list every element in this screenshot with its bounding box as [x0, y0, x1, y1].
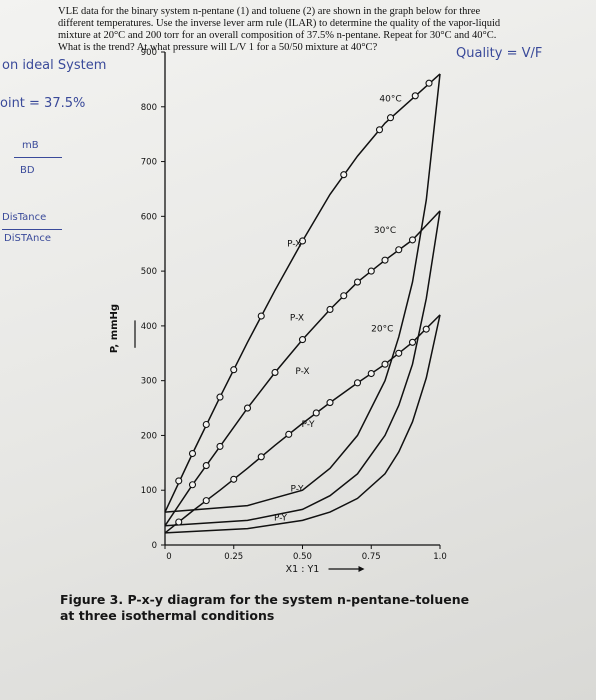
- data-point-series-0: [202, 420, 210, 429]
- y-tick-label: 100: [141, 486, 157, 496]
- curve-annotation: 40°C: [379, 94, 401, 104]
- curve-annotation: P-X: [287, 239, 301, 249]
- data-point-series-0: [175, 477, 183, 485]
- data-point-series-2: [353, 379, 362, 387]
- data-point-series-2: [312, 409, 320, 417]
- y-tick-label: 600: [141, 212, 157, 222]
- handwriting-distance-1: DisTance: [2, 212, 47, 223]
- curve-annotation: P-Y: [302, 420, 315, 430]
- x-tick-label: 1.0: [433, 552, 447, 562]
- problem-line-3: mixture at 20°C and 200 torr for an over…: [58, 30, 497, 41]
- vapor-curve-series-2: [164, 314, 441, 534]
- handwriting-distance-2: DiSTAnce: [4, 233, 51, 244]
- curve-annotation: P-X: [295, 367, 309, 377]
- data-point-series-0: [425, 79, 433, 87]
- data-point-series-1: [408, 236, 417, 244]
- data-point-series-0: [375, 126, 384, 134]
- data-point-series-1: [298, 336, 307, 344]
- x-tick-label: 0.25: [224, 552, 243, 562]
- vapor-curve-series-1: [164, 210, 441, 527]
- x-axis-label: X1 : Y1: [286, 564, 320, 575]
- data-point-series-2: [422, 325, 430, 333]
- data-point-series-2: [408, 338, 417, 346]
- figure-caption: Figure 3. P-x-y diagram for the system n…: [60, 592, 560, 624]
- data-point-series-2: [381, 360, 389, 368]
- problem-line-2: different temperatures. Use the inverse …: [58, 18, 501, 29]
- data-point-series-0: [386, 114, 395, 122]
- handwriting-point: oint = 37.5%: [0, 96, 86, 111]
- data-point-series-2: [257, 453, 265, 461]
- handwriting-fraction-bar-2: [2, 229, 62, 230]
- problem-statement: VLE data for the binary system n-pentane…: [58, 6, 528, 54]
- handwriting-ratio-bottom: BD: [20, 165, 35, 176]
- data-point-series-1: [188, 481, 197, 489]
- data-point-series-2: [175, 518, 183, 526]
- data-point-series-1: [202, 462, 210, 470]
- handwriting-fraction-bar: [14, 157, 62, 158]
- data-point-series-1: [395, 246, 403, 254]
- data-point-series-0: [411, 92, 419, 100]
- curve-annotation: 20°C: [371, 324, 393, 334]
- y-tick-label: 400: [141, 322, 157, 332]
- x-tick-label: 0.50: [293, 552, 312, 562]
- data-point-series-2: [395, 349, 403, 357]
- y-tick-label: 500: [141, 267, 157, 277]
- data-point-series-0: [188, 449, 197, 458]
- x-tick-label: 0.75: [362, 552, 381, 562]
- y-tick-label: 0: [152, 541, 157, 551]
- data-point-series-0: [340, 171, 348, 179]
- liquid-curve-series-0: [164, 73, 441, 513]
- data-point-series-1: [326, 305, 334, 314]
- data-point-series-0: [216, 393, 224, 401]
- data-point-series-2: [202, 497, 210, 505]
- data-point-series-0: [298, 237, 307, 245]
- data-point-series-1: [381, 256, 389, 264]
- curve-annotation: P-Y: [274, 513, 287, 523]
- data-point-series-2: [326, 399, 334, 407]
- vapor-curve-series-0: [164, 73, 441, 513]
- curve-annotation: P-X: [290, 313, 304, 323]
- caption-line-1: Figure 3. P-x-y diagram for the system n…: [60, 592, 470, 607]
- data-point-series-1: [353, 278, 362, 286]
- curve-annotation: P-Y: [291, 484, 304, 494]
- data-point-series-2: [367, 369, 375, 378]
- handwriting-ratio-top: mB: [22, 140, 39, 151]
- caption-line-2: at three isothermal conditions: [60, 608, 275, 623]
- data-point-series-1: [367, 267, 375, 275]
- data-point-series-0: [230, 366, 238, 374]
- handwriting-non-ideal: on ideal System: [2, 58, 107, 73]
- handwriting-quality: Quality = V/F: [456, 46, 543, 61]
- problem-line-1: VLE data for the binary system n-pentane…: [58, 6, 481, 17]
- x-axis-arrowhead: [358, 566, 365, 572]
- problem-line-4: What is the trend? At what pressure will…: [58, 42, 378, 53]
- data-point-series-2: [230, 475, 238, 483]
- data-point-series-0: [257, 312, 265, 320]
- data-point-series-1: [216, 442, 224, 450]
- data-point-series-1: [243, 404, 252, 412]
- curve-annotation: 30°C: [374, 226, 396, 236]
- y-tick-label: 900: [141, 48, 157, 58]
- y-tick-label: 700: [141, 158, 157, 168]
- data-point-series-1: [271, 368, 279, 377]
- y-tick-label: 800: [141, 103, 157, 113]
- x-tick-label: 0: [166, 552, 171, 562]
- liquid-curve-series-2: [164, 314, 441, 534]
- data-point-series-1: [340, 292, 348, 300]
- data-point-series-2: [285, 430, 293, 438]
- y-tick-label: 300: [141, 377, 157, 387]
- y-tick-label: 200: [141, 431, 157, 441]
- y-axis-label: P, mmHg: [109, 304, 120, 353]
